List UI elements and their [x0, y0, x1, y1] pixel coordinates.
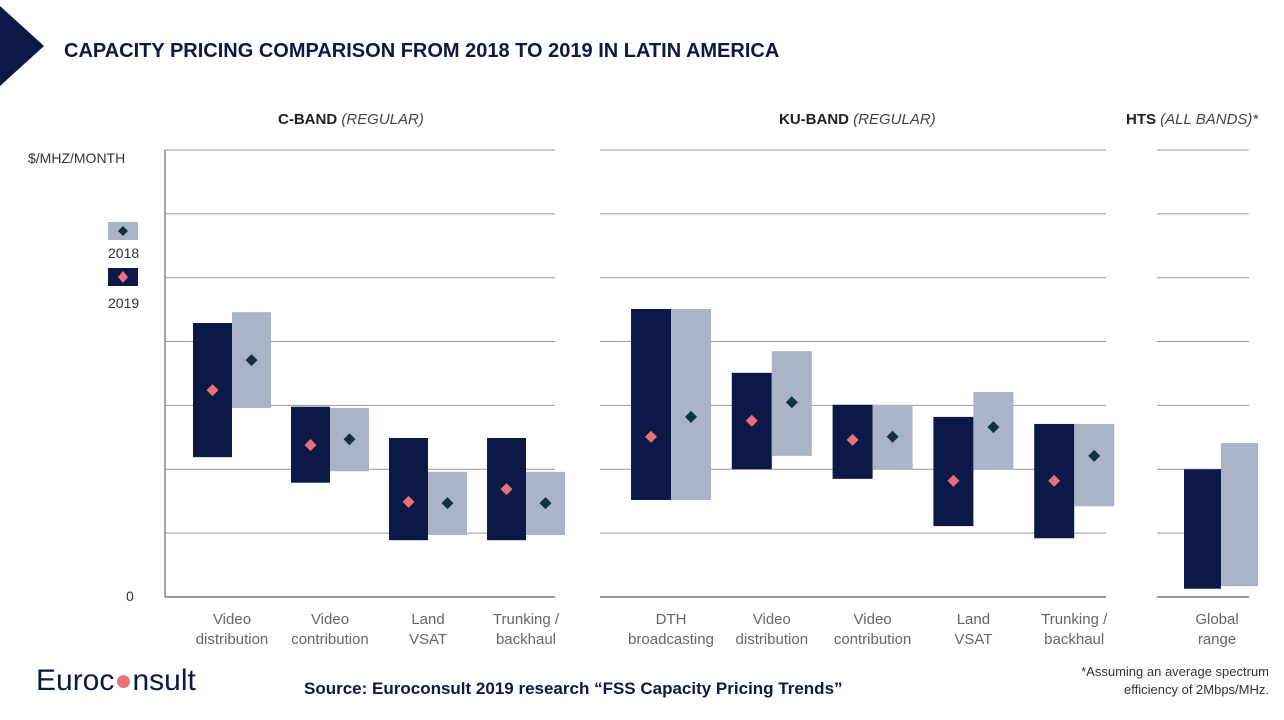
- footnote-line-2: efficiency of 2Mbps/MHz.: [1124, 682, 1269, 697]
- category-label: DTH: [656, 611, 687, 628]
- category-label: VSAT: [409, 631, 447, 648]
- marker-2018: [987, 421, 1000, 434]
- bar-2019: [933, 416, 974, 527]
- marker-2019: [500, 483, 513, 496]
- bar-2019: [389, 437, 428, 541]
- marker-2019: [206, 384, 219, 397]
- category-label: Video: [311, 611, 349, 628]
- marker-2018: [886, 430, 899, 443]
- marker-2018: [245, 354, 258, 367]
- panel-c-band: C-BAND (REGULAR) Video distribution Video co…: [164, 111, 565, 648]
- category-label: Global: [1195, 611, 1238, 628]
- category-label: contribution: [291, 631, 369, 648]
- category-label: range: [1198, 631, 1236, 648]
- panel-title: KU-BAND (REGULAR): [779, 111, 936, 128]
- marker-2019: [402, 495, 415, 508]
- panel-ku-band: KU-BAND (REGULAR) DTH broadcasting Video dis…: [600, 111, 1115, 648]
- bar-2018: [1221, 443, 1258, 587]
- marker-2019: [846, 433, 859, 446]
- marker-2018: [539, 497, 552, 510]
- category-label: Video: [753, 611, 791, 628]
- category-label: VSAT: [954, 631, 992, 648]
- footnote-line-1: *Assuming an average spectrum: [1081, 664, 1269, 679]
- y-axis-label: $/MHZ/MONTH: [28, 150, 125, 166]
- legend: 2018 2019: [108, 222, 139, 311]
- marker-2019: [304, 439, 317, 452]
- category-label: broadcasting: [628, 631, 714, 648]
- bar-2019: [1184, 469, 1221, 589]
- category-label: Trunking /: [493, 611, 560, 628]
- panel-title: C-BAND (REGULAR): [278, 111, 424, 128]
- category-label: Video: [213, 611, 251, 628]
- category-label: distribution: [196, 631, 269, 648]
- marker-2018: [685, 410, 697, 423]
- legend-label-2019: 2019: [108, 295, 139, 311]
- marker-2019: [645, 430, 657, 443]
- legend-marker-2019: [118, 271, 128, 283]
- euroconsult-logo: Euroc●nsult: [36, 664, 197, 697]
- bar-2018: [671, 308, 711, 500]
- category-label: Land: [411, 611, 444, 628]
- header-arrow-icon: [0, 6, 44, 86]
- category-label: contribution: [834, 631, 912, 648]
- legend-marker-2018: [118, 226, 128, 236]
- category-label: Land: [957, 611, 990, 628]
- marker-2019: [947, 474, 960, 487]
- category-label: backhaul: [496, 631, 556, 648]
- marker-2018: [785, 396, 798, 409]
- marker-2019: [1048, 474, 1061, 487]
- panel-hts: HTS (ALL BANDS)* Global range: [1126, 111, 1259, 648]
- marker-2018: [441, 497, 454, 510]
- bar-2019: [631, 308, 671, 500]
- y-tick-0: 0: [126, 588, 134, 604]
- category-label: backhaul: [1044, 631, 1104, 648]
- bar-2018: [1074, 423, 1115, 507]
- legend-label-2018: 2018: [108, 245, 139, 261]
- marker-2019: [745, 414, 758, 427]
- chart-title: CAPACITY PRICING COMPARISON FROM 2018 TO…: [64, 40, 779, 62]
- category-label: Trunking /: [1041, 611, 1108, 628]
- category-label: Video: [854, 611, 892, 628]
- category-label: distribution: [736, 631, 809, 648]
- source-text: Source: Euroconsult 2019 research “FSS C…: [304, 679, 843, 698]
- marker-2018: [343, 433, 356, 446]
- panel-title: HTS (ALL BANDS)*: [1126, 111, 1259, 128]
- marker-2018: [1088, 449, 1101, 462]
